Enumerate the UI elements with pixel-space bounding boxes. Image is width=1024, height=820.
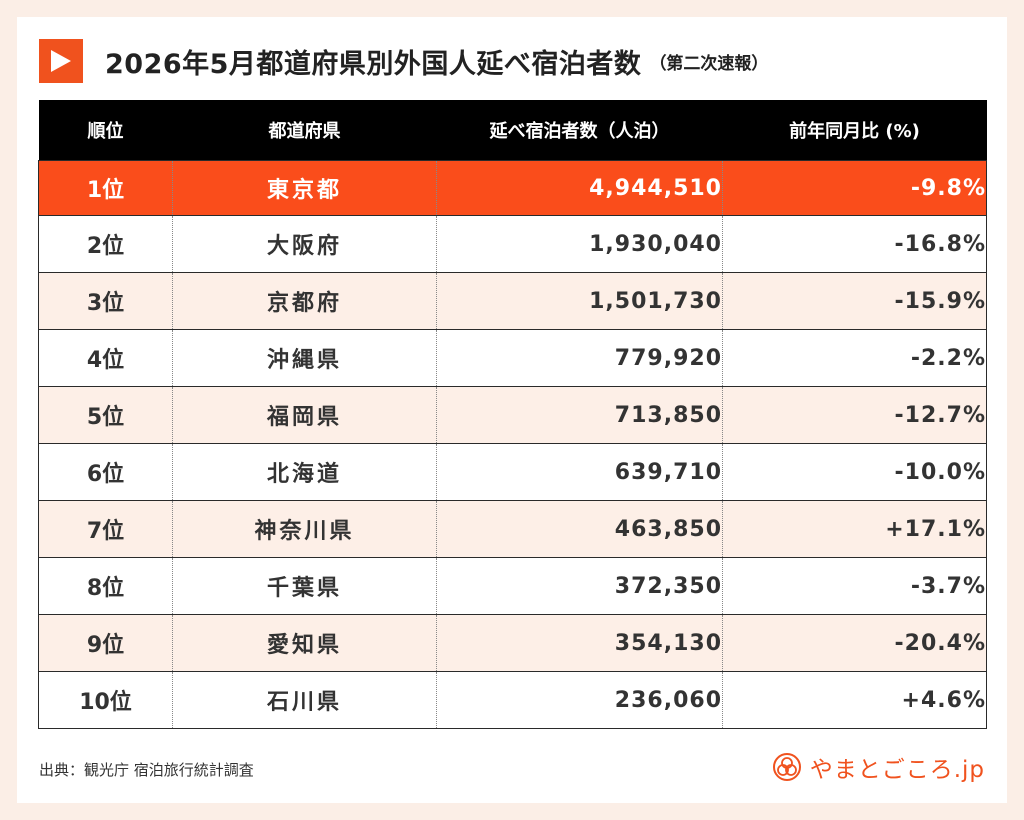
- cell-prefecture: 千葉県: [172, 557, 437, 615]
- table-row: 6位 北海道 639,710 -10.0%: [38, 443, 987, 501]
- cell-prefecture: 大阪府: [172, 215, 437, 273]
- card: 2026年5月都道府県別外国人延べ宿泊者数 （第二次速報） 順位 都道府県 延べ…: [17, 17, 1007, 803]
- cell-prefecture: 石川県: [172, 671, 437, 729]
- source-note: 出典：観光庁 宿泊旅行統計調査: [39, 761, 254, 779]
- knot-logo-icon: [772, 753, 801, 781]
- cell-rank: 6位: [38, 443, 173, 501]
- table-row: 8位 千葉県 372,350 -3.7%: [38, 557, 987, 615]
- col-header-guests: 延べ宿泊者数（人泊）: [436, 100, 723, 161]
- cell-rank: 5位: [38, 386, 173, 444]
- cell-yoy: +17.1%: [722, 500, 987, 558]
- page-title: 2026年5月都道府県別外国人延べ宿泊者数: [105, 48, 642, 80]
- cell-guests: 372,350: [436, 557, 723, 615]
- cell-yoy: -3.7%: [722, 557, 987, 615]
- play-icon: [39, 39, 83, 83]
- cell-prefecture: 沖縄県: [172, 329, 437, 387]
- cell-prefecture: 東京都: [172, 160, 437, 216]
- brand[interactable]: やまとごころ.jp: [772, 750, 985, 784]
- brand-name: やまとごころ.jp: [809, 757, 985, 783]
- table-row: 1位 東京都 4,944,510 -9.8%: [38, 160, 987, 216]
- table-row: 4位 沖縄県 779,920 -2.2%: [38, 329, 987, 387]
- cell-rank: 3位: [38, 272, 173, 330]
- cell-yoy: +4.6%: [722, 671, 987, 729]
- cell-prefecture: 神奈川県: [172, 500, 437, 558]
- table-row: 7位 神奈川県 463,850 +17.1%: [38, 500, 987, 558]
- table-header-row: 順位 都道府県 延べ宿泊者数（人泊） 前年同月比 (%): [38, 100, 987, 161]
- table-row: 9位 愛知県 354,130 -20.4%: [38, 614, 987, 672]
- cell-guests: 354,130: [436, 614, 723, 672]
- cell-prefecture: 福岡県: [172, 386, 437, 444]
- cell-guests: 1,501,730: [436, 272, 723, 330]
- table-row: 5位 福岡県 713,850 -12.7%: [38, 386, 987, 444]
- cell-rank: 4位: [38, 329, 173, 387]
- cell-yoy: -12.7%: [722, 386, 987, 444]
- cell-prefecture: 愛知県: [172, 614, 437, 672]
- cell-prefecture: 北海道: [172, 443, 437, 501]
- cell-guests: 639,710: [436, 443, 723, 501]
- title-bar: 2026年5月都道府県別外国人延べ宿泊者数 （第二次速報）: [39, 39, 768, 83]
- col-header-rank: 順位: [38, 100, 173, 161]
- cell-rank: 9位: [38, 614, 173, 672]
- cell-guests: 4,944,510: [436, 160, 723, 216]
- cell-yoy: -9.8%: [722, 160, 987, 216]
- cell-yoy: -16.8%: [722, 215, 987, 273]
- col-header-prefecture: 都道府県: [172, 100, 437, 161]
- table-row: 2位 大阪府 1,930,040 -16.8%: [38, 215, 987, 273]
- cell-guests: 1,930,040: [436, 215, 723, 273]
- cell-guests: 713,850: [436, 386, 723, 444]
- cell-rank: 8位: [38, 557, 173, 615]
- cell-rank: 7位: [38, 500, 173, 558]
- table-row: 3位 京都府 1,501,730 -15.9%: [38, 272, 987, 330]
- cell-rank: 1位: [38, 160, 173, 216]
- cell-prefecture: 京都府: [172, 272, 437, 330]
- cell-guests: 236,060: [436, 671, 723, 729]
- ranking-table: 順位 都道府県 延べ宿泊者数（人泊） 前年同月比 (%) 1位 東京都 4,944,…: [38, 100, 987, 729]
- cell-rank: 10位: [38, 671, 173, 729]
- cell-rank: 2位: [38, 215, 173, 273]
- cell-yoy: -15.9%: [722, 272, 987, 330]
- cell-yoy: -20.4%: [722, 614, 987, 672]
- cell-guests: 779,920: [436, 329, 723, 387]
- page-subtitle: （第二次速報）: [649, 53, 769, 74]
- table-row: 10位 石川県 236,060 +4.6%: [38, 671, 987, 729]
- cell-yoy: -2.2%: [722, 329, 987, 387]
- col-header-yoy: 前年同月比 (%): [722, 100, 987, 161]
- cell-guests: 463,850: [436, 500, 723, 558]
- cell-yoy: -10.0%: [722, 443, 987, 501]
